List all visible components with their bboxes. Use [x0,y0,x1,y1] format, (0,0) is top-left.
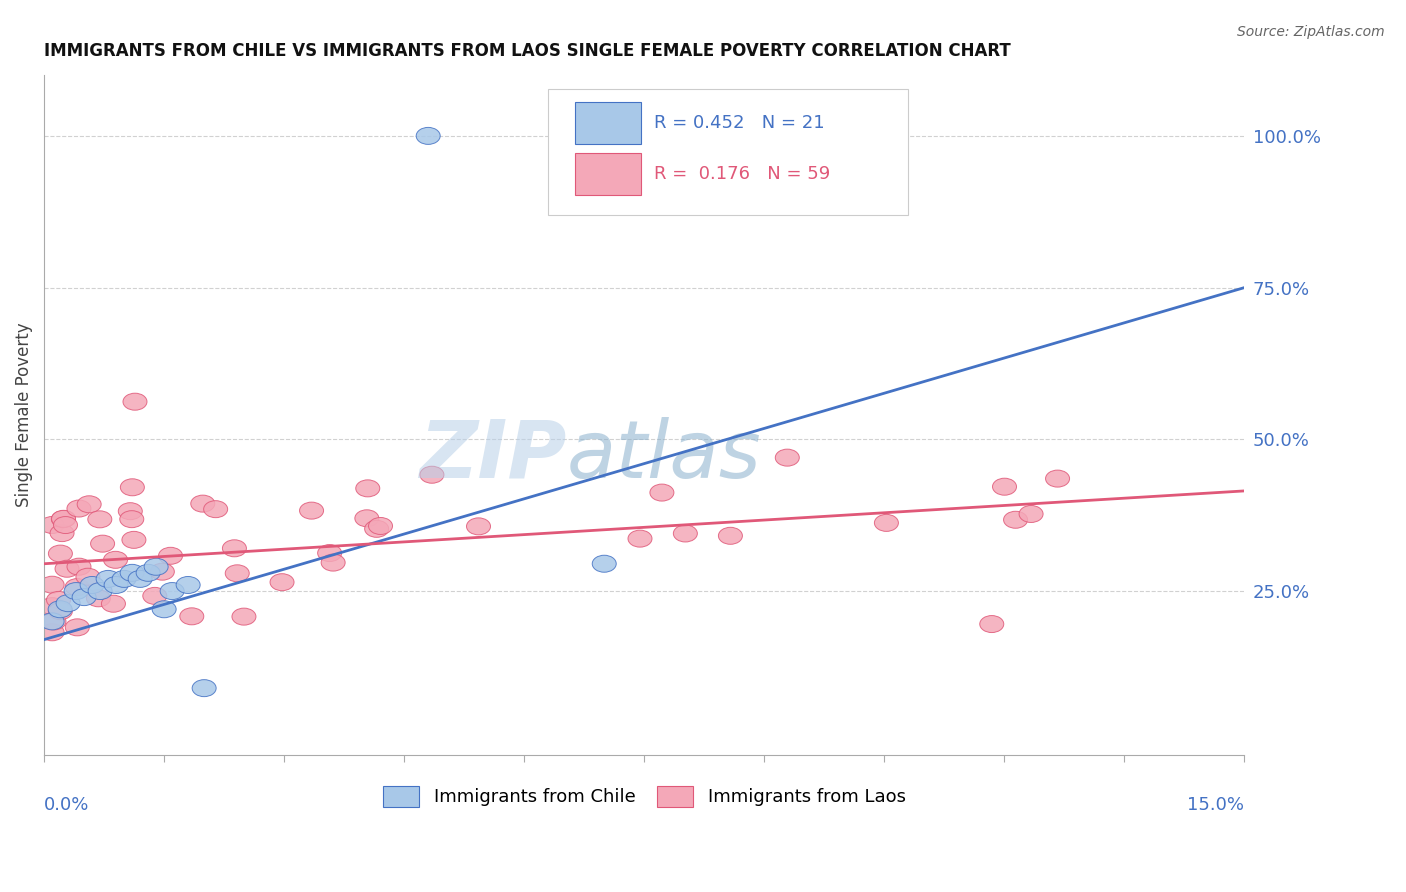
Ellipse shape [180,607,204,624]
Ellipse shape [67,500,91,517]
Ellipse shape [628,530,652,547]
Ellipse shape [232,608,256,625]
Text: R = 0.452   N = 21: R = 0.452 N = 21 [654,114,824,132]
Ellipse shape [270,574,294,591]
Ellipse shape [467,518,491,535]
Ellipse shape [673,525,697,542]
Ellipse shape [1046,470,1070,487]
Ellipse shape [143,588,167,605]
Ellipse shape [101,595,125,612]
Ellipse shape [42,613,66,630]
Ellipse shape [72,589,96,606]
Ellipse shape [368,517,392,534]
Ellipse shape [48,603,72,620]
Bar [575,102,641,144]
Ellipse shape [90,535,114,552]
Ellipse shape [875,515,898,532]
Text: Source: ZipAtlas.com: Source: ZipAtlas.com [1237,25,1385,39]
Ellipse shape [136,565,160,582]
Ellipse shape [222,540,246,557]
Ellipse shape [52,510,76,527]
Ellipse shape [364,520,388,537]
Ellipse shape [1019,506,1043,523]
Text: IMMIGRANTS FROM CHILE VS IMMIGRANTS FROM LAOS SINGLE FEMALE POVERTY CORRELATION : IMMIGRANTS FROM CHILE VS IMMIGRANTS FROM… [44,42,1011,60]
Ellipse shape [86,590,111,607]
Ellipse shape [65,619,90,636]
Ellipse shape [1004,511,1028,528]
Ellipse shape [52,510,76,528]
Ellipse shape [159,548,183,565]
Ellipse shape [718,527,742,544]
Ellipse shape [87,511,112,528]
Ellipse shape [321,554,344,571]
Text: 0.0%: 0.0% [44,796,90,814]
Ellipse shape [191,495,215,512]
Ellipse shape [41,624,65,640]
Ellipse shape [993,478,1017,495]
Ellipse shape [77,496,101,513]
Ellipse shape [160,582,184,599]
Ellipse shape [689,145,713,162]
Bar [575,153,641,194]
Ellipse shape [112,570,136,588]
Ellipse shape [104,576,128,593]
Ellipse shape [145,558,169,575]
Text: 15.0%: 15.0% [1187,796,1244,814]
Ellipse shape [420,467,444,483]
Ellipse shape [48,545,72,562]
Ellipse shape [41,516,65,533]
Y-axis label: Single Female Poverty: Single Female Poverty [15,323,32,508]
Ellipse shape [53,516,77,533]
Ellipse shape [41,613,65,630]
Ellipse shape [51,524,75,541]
Ellipse shape [650,484,673,501]
Ellipse shape [65,582,89,599]
Ellipse shape [416,128,440,145]
Ellipse shape [176,576,200,593]
Ellipse shape [65,579,89,596]
Ellipse shape [96,570,120,588]
Ellipse shape [120,511,143,528]
Ellipse shape [122,532,146,549]
Ellipse shape [299,502,323,519]
Text: atlas: atlas [567,417,761,495]
Ellipse shape [318,544,342,562]
Ellipse shape [56,595,80,612]
Legend: Immigrants from Chile, Immigrants from Laos: Immigrants from Chile, Immigrants from L… [375,779,912,814]
Ellipse shape [121,479,145,496]
Text: ZIP: ZIP [419,417,567,495]
Ellipse shape [204,500,228,517]
Ellipse shape [41,598,65,615]
Ellipse shape [775,450,799,467]
Ellipse shape [104,551,128,568]
Ellipse shape [152,600,176,618]
Ellipse shape [225,565,249,582]
Ellipse shape [46,591,70,608]
Ellipse shape [80,576,104,593]
Ellipse shape [356,480,380,497]
Ellipse shape [55,560,79,577]
Ellipse shape [592,555,616,573]
Ellipse shape [67,558,91,575]
Ellipse shape [354,510,378,527]
FancyBboxPatch shape [548,89,908,215]
Ellipse shape [980,615,1004,632]
Ellipse shape [128,570,152,588]
Ellipse shape [48,600,72,618]
Ellipse shape [118,503,142,520]
Ellipse shape [76,568,100,585]
Ellipse shape [41,576,65,593]
Ellipse shape [150,563,174,580]
Text: R =  0.176   N = 59: R = 0.176 N = 59 [654,165,830,183]
Ellipse shape [193,680,217,697]
Ellipse shape [122,393,148,410]
Ellipse shape [89,582,112,599]
Ellipse shape [120,565,145,582]
